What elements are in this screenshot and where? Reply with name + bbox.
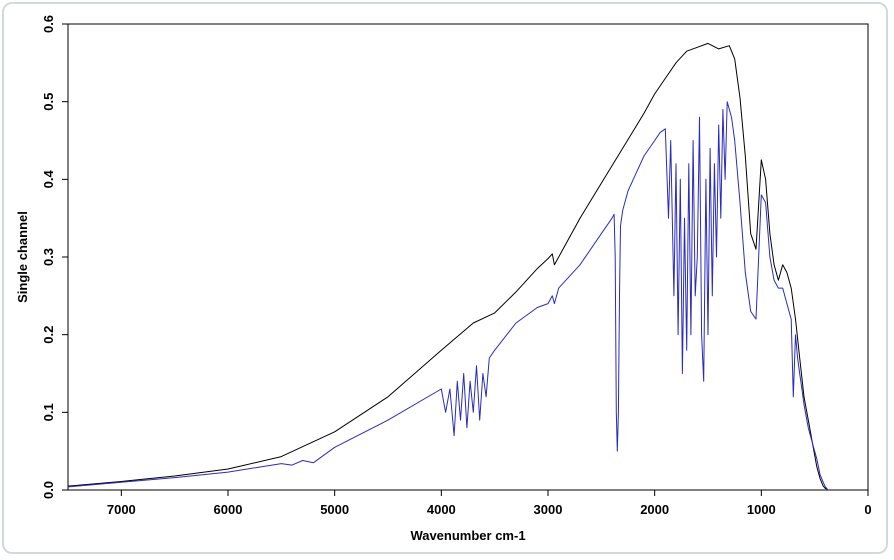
x-tick-label: 5000 — [320, 502, 349, 517]
y-tick-label: 0.2 — [41, 326, 56, 344]
x-tick-label: 7000 — [107, 502, 136, 517]
y-tick-label: 0.3 — [41, 248, 56, 266]
x-tick-label: 3000 — [534, 502, 563, 517]
y-axis: 0.0 0.1 0.2 0.3 0.4 0.5 0.6 — [41, 15, 68, 499]
series-layer — [67, 42, 828, 490]
x-tick-label: 0 — [864, 502, 871, 517]
x-tick-label: 4000 — [427, 502, 456, 517]
y-tick-label: 0.0 — [41, 481, 56, 499]
series-line-black — [67, 42, 828, 490]
chart-frame — [2, 2, 888, 554]
y-tick-label: 0.5 — [41, 93, 56, 111]
y-tick-label: 0.1 — [41, 403, 56, 421]
plot-area-border — [67, 23, 869, 491]
y-tick-label: 0.4 — [41, 170, 56, 189]
series-line-blue — [67, 101, 828, 490]
x-axis: 7000 6000 5000 4000 3000 2000 1000 0 — [107, 490, 872, 517]
x-tick-label: 1000 — [747, 502, 776, 517]
x-axis-title: Wavenumber cm-1 — [410, 528, 525, 543]
y-tick-label: 0.6 — [41, 15, 56, 33]
y-axis-title: Single channel — [15, 211, 30, 303]
x-tick-label: 6000 — [214, 502, 243, 517]
x-tick-label: 2000 — [640, 502, 669, 517]
